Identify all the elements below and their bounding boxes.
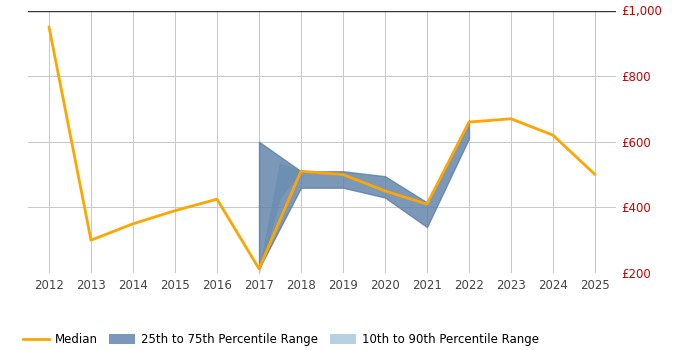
Legend: Median, 25th to 75th Percentile Range, 10th to 90th Percentile Range: Median, 25th to 75th Percentile Range, 1… <box>18 329 544 350</box>
